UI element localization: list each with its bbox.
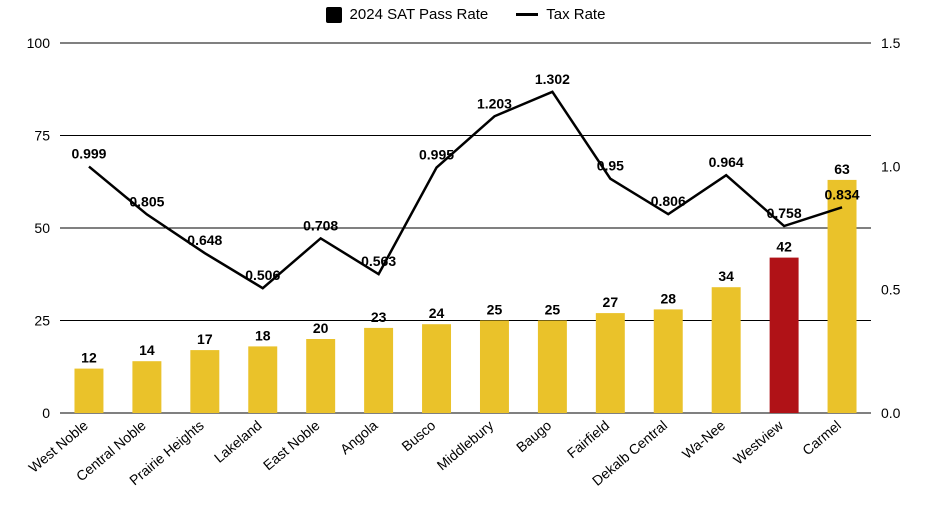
x-category-label: Wa-Nee [679,417,728,462]
bar [190,350,219,413]
line-value-label: 0.806 [651,193,686,209]
x-category-label: Baugo [513,417,554,455]
legend-label-bars: 2024 SAT Pass Rate [350,6,489,23]
line-value-label: 0.834 [825,186,860,202]
y-left-tick: 25 [34,313,50,329]
bar-value-label: 14 [139,342,155,358]
line-value-label: 0.758 [767,205,802,221]
bar-value-label: 27 [603,294,619,310]
y-right-tick: 1.5 [881,35,901,51]
bar-value-label: 12 [81,350,97,366]
bar [480,321,509,414]
line-value-label: 0.708 [303,217,338,233]
bar-value-label: 17 [197,331,213,347]
x-category-label: Carmel [799,417,844,458]
line-icon [516,13,538,16]
line-value-label: 0.995 [419,147,454,163]
line-value-label: 0.506 [245,267,280,283]
square-icon [326,7,342,23]
line-series [89,92,842,288]
y-left-tick: 100 [27,35,51,51]
x-category-label: Busco [398,417,438,454]
bar-value-label: 25 [545,302,561,318]
bar-value-label: 20 [313,320,329,336]
line-value-label: 0.999 [71,146,106,162]
bar [306,339,335,413]
bar-value-label: 28 [660,290,676,306]
bar [596,313,625,413]
y-right-tick: 0.0 [881,405,901,421]
bar [74,369,103,413]
legend: 2024 SAT Pass Rate Tax Rate [0,0,931,23]
x-category-label: East Noble [260,417,323,473]
bar [770,258,799,413]
bar [132,361,161,413]
x-category-label: Westview [730,416,787,467]
line-value-label: 1.203 [477,95,512,111]
bar-value-label: 63 [834,161,850,177]
bar [654,309,683,413]
bar-value-label: 25 [487,302,503,318]
y-left-tick: 75 [34,128,50,144]
bar [422,324,451,413]
y-left-tick: 50 [34,220,50,236]
legend-item-line: Tax Rate [516,6,605,23]
line-value-label: 0.805 [129,193,164,209]
line-value-label: 0.964 [709,154,744,170]
bar [712,287,741,413]
chart-svg: 0 25 50 75 100 0.0 0.5 1.0 1.5 12 14 17 18 20 23 24 25 25… [0,23,931,523]
x-category-label: Lakeland [211,417,265,466]
line-value-label: 1.302 [535,71,570,87]
x-category-label: Fairfield [564,417,612,461]
line-value-label: 0.563 [361,253,396,269]
bar-value-label: 18 [255,327,271,343]
line-value-label: 0.95 [597,158,624,174]
bar [538,321,567,414]
bar-value-label: 23 [371,309,387,325]
line-value-label: 0.648 [187,232,222,248]
chart-container: 2024 SAT Pass Rate Tax Rate 0 25 50 75 100 0.… [0,0,931,531]
bar-value-label: 42 [776,239,792,255]
legend-item-bars: 2024 SAT Pass Rate [326,6,489,23]
bar [364,328,393,413]
y-right-tick: 0.5 [881,282,901,298]
bar [828,180,857,413]
x-category-label: Angola [337,417,381,457]
bar-value-label: 24 [429,305,445,321]
y-left-tick: 0 [42,405,50,421]
bar [248,346,277,413]
x-category-label: Middlebury [434,417,497,473]
y-right-tick: 1.0 [881,158,901,174]
legend-label-line: Tax Rate [546,6,605,23]
bar-value-label: 34 [718,268,734,284]
